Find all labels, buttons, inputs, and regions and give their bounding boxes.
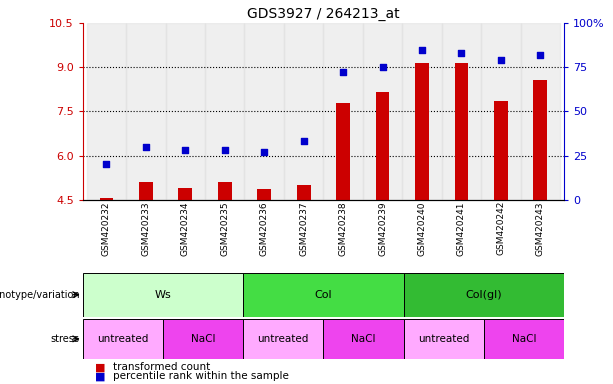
Point bbox=[141, 144, 151, 150]
Bar bbox=[243, 273, 403, 317]
Bar bbox=[324, 23, 363, 200]
Bar bbox=[243, 319, 324, 359]
Bar bbox=[336, 103, 350, 200]
Text: ■: ■ bbox=[95, 362, 105, 372]
Text: NaCl: NaCl bbox=[512, 334, 536, 344]
Bar bbox=[139, 182, 153, 200]
Text: Ws: Ws bbox=[154, 290, 171, 300]
Point bbox=[338, 70, 348, 76]
Text: Col: Col bbox=[314, 290, 332, 300]
Text: NaCl: NaCl bbox=[351, 334, 376, 344]
Bar bbox=[402, 23, 442, 200]
Bar bbox=[403, 273, 564, 317]
Bar bbox=[454, 63, 468, 200]
Bar bbox=[442, 23, 481, 200]
Bar bbox=[494, 101, 508, 200]
Bar bbox=[484, 319, 564, 359]
Bar bbox=[403, 319, 484, 359]
Bar bbox=[297, 185, 311, 200]
Point bbox=[496, 57, 506, 63]
Point bbox=[417, 46, 427, 53]
Bar bbox=[178, 188, 192, 200]
Point bbox=[299, 138, 308, 144]
Bar bbox=[533, 81, 547, 200]
Point bbox=[378, 64, 387, 70]
Point bbox=[220, 147, 230, 153]
Text: NaCl: NaCl bbox=[191, 334, 215, 344]
Text: Col(gl): Col(gl) bbox=[465, 290, 502, 300]
Text: stress: stress bbox=[51, 334, 80, 344]
Bar bbox=[83, 319, 163, 359]
Point bbox=[457, 50, 466, 56]
Bar bbox=[376, 92, 389, 200]
Text: untreated: untreated bbox=[257, 334, 309, 344]
Text: untreated: untreated bbox=[97, 334, 148, 344]
Bar bbox=[324, 319, 403, 359]
Bar bbox=[415, 63, 429, 200]
Bar bbox=[245, 23, 284, 200]
Text: ■: ■ bbox=[95, 371, 105, 381]
Bar bbox=[284, 23, 324, 200]
Bar bbox=[218, 182, 232, 200]
Text: percentile rank within the sample: percentile rank within the sample bbox=[113, 371, 289, 381]
Text: transformed count: transformed count bbox=[113, 362, 211, 372]
Bar bbox=[166, 23, 205, 200]
Bar bbox=[86, 23, 126, 200]
Bar bbox=[83, 273, 243, 317]
Bar bbox=[205, 23, 245, 200]
Point bbox=[102, 161, 112, 167]
Point bbox=[259, 149, 269, 155]
Bar bbox=[520, 23, 560, 200]
Bar bbox=[126, 23, 166, 200]
Text: genotype/variation: genotype/variation bbox=[0, 290, 80, 300]
Title: GDS3927 / 264213_at: GDS3927 / 264213_at bbox=[247, 7, 400, 21]
Text: untreated: untreated bbox=[418, 334, 470, 344]
Point bbox=[535, 52, 545, 58]
Point bbox=[180, 147, 190, 153]
Bar bbox=[363, 23, 402, 200]
Bar bbox=[257, 189, 271, 200]
Bar bbox=[163, 319, 243, 359]
Bar bbox=[99, 198, 113, 200]
Bar bbox=[481, 23, 520, 200]
